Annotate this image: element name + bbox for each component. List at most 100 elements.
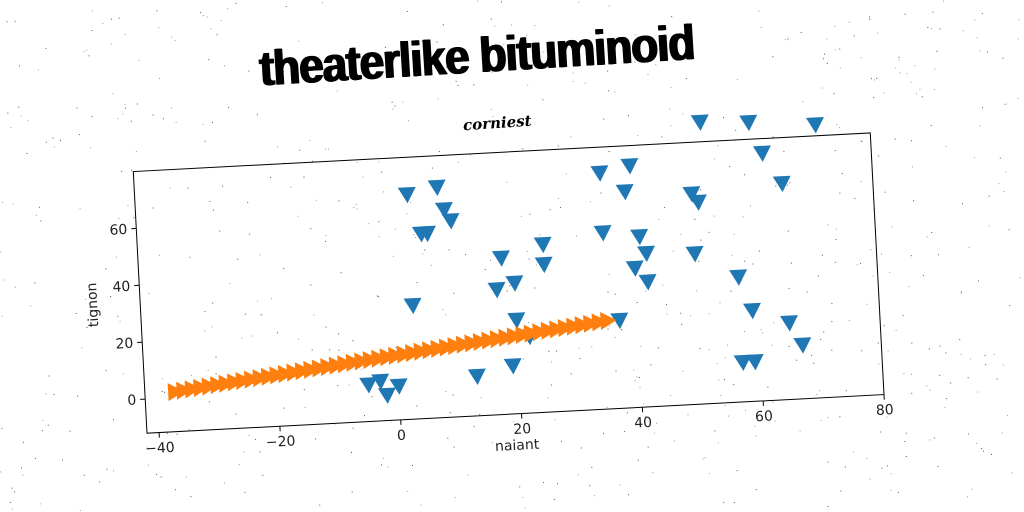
scatter-point-blue xyxy=(690,114,709,131)
y-tick-label: 0 xyxy=(127,393,137,409)
scatter-point-orange xyxy=(286,363,303,382)
scatter-point-orange xyxy=(235,372,252,390)
scatter-point-orange xyxy=(320,358,337,377)
scatter-point-blue xyxy=(779,315,798,332)
scatter-point-orange xyxy=(455,335,473,354)
scatter-point-blue xyxy=(371,373,390,391)
x-axis: −40 −20 0 20 40 60 80 xyxy=(145,394,895,458)
scatter-point-blue xyxy=(397,186,416,204)
scatter-point-orange xyxy=(549,320,566,339)
scatter-point-orange xyxy=(260,367,278,386)
scatter-point-orange xyxy=(489,330,507,349)
scatter-point-blue xyxy=(534,256,553,274)
scatter-point-orange xyxy=(337,355,354,374)
scatter-point-blue xyxy=(805,116,824,134)
x-tick-label: 60 xyxy=(755,408,774,425)
scatter-point-orange xyxy=(464,334,481,353)
scatter-point-blue xyxy=(377,387,396,404)
scatter-point-orange xyxy=(422,341,439,360)
scatter-point-blue xyxy=(637,245,656,263)
scatter-point-orange xyxy=(243,370,261,389)
scatter-point-blue xyxy=(630,228,649,246)
x-tick-label: −20 xyxy=(266,433,296,451)
scatter-point-blue xyxy=(417,225,436,243)
scatter-point-orange xyxy=(379,348,397,367)
y-axis-label: tignon xyxy=(84,282,102,327)
scatter-point-blue xyxy=(745,353,764,371)
scatter-point-blue xyxy=(403,297,422,315)
scatter-point-blue xyxy=(593,225,612,242)
scatter-point-orange xyxy=(176,381,193,400)
scatter-point-orange xyxy=(193,378,210,397)
scatter-point-orange xyxy=(210,376,227,395)
scatter-point-orange xyxy=(447,337,464,356)
scatter-point-orange xyxy=(472,332,490,351)
scatter-point-orange xyxy=(269,366,286,385)
scatter-point-orange xyxy=(303,360,320,379)
scatter-point-blue xyxy=(441,213,460,230)
scatter-point-orange xyxy=(523,324,541,343)
x-axis-label: naiant xyxy=(495,437,541,455)
scatter-point-orange xyxy=(167,383,185,402)
scatter-point-orange xyxy=(540,321,558,340)
scatter-point-blue xyxy=(625,260,644,277)
scatter-point-blue xyxy=(752,145,771,162)
scatter-point-orange xyxy=(227,373,244,392)
scatter-point-blue xyxy=(739,114,758,132)
scatter-point-orange xyxy=(371,349,388,368)
scatter-point-orange xyxy=(388,346,405,365)
scatter-point-blue xyxy=(389,378,408,395)
scatter-point-orange xyxy=(184,380,202,399)
chart-marks xyxy=(167,114,824,404)
scatter-point-blue xyxy=(487,281,506,299)
scatter-point-orange xyxy=(362,351,380,370)
scatter-point-orange xyxy=(532,323,549,342)
scatter-point-blue xyxy=(682,186,701,203)
scatter-point-orange xyxy=(405,344,422,363)
scatter-point-orange xyxy=(600,312,617,331)
scatter-point-orange xyxy=(566,317,583,336)
scatter-point-blue xyxy=(503,358,522,375)
scatter-point-blue xyxy=(533,236,552,254)
scatter-point-orange xyxy=(354,352,371,371)
scatter-point-blue xyxy=(793,337,812,354)
scatter-point-orange xyxy=(515,325,532,344)
scatter-point-blue xyxy=(467,368,486,385)
scatter-point-blue xyxy=(729,269,748,286)
scatter-point-orange xyxy=(557,319,575,337)
scatter-point-orange xyxy=(294,362,312,381)
plot-frame xyxy=(132,132,885,434)
scatter-point-orange xyxy=(413,342,430,361)
scatter-point-orange xyxy=(311,359,329,378)
scatter-point-blue xyxy=(434,201,453,219)
x-tick-label: 0 xyxy=(397,428,407,444)
scatter-point-orange xyxy=(506,327,524,346)
scatter-point-orange xyxy=(438,338,456,357)
scatter-point-orange xyxy=(481,331,498,350)
scatter-point-blue xyxy=(507,312,526,329)
y-tick-label: 40 xyxy=(112,279,131,296)
x-tick-label: −40 xyxy=(145,440,175,458)
scatter-point-orange xyxy=(583,314,600,333)
scatter-point-blue xyxy=(610,312,629,330)
x-tick-label: 80 xyxy=(876,402,895,419)
x-tick-label: 20 xyxy=(513,421,532,438)
scatter-point-orange xyxy=(396,345,414,364)
scatter-point-orange xyxy=(574,316,592,335)
scatter-point-blue xyxy=(685,245,704,263)
scatter-point-orange xyxy=(201,377,219,396)
y-axis: 0 20 40 60 xyxy=(109,222,146,409)
scatter-point-blue xyxy=(743,302,761,320)
scatter-point-blue xyxy=(615,183,634,201)
scatter-point-blue xyxy=(505,275,524,292)
y-tick-label: 20 xyxy=(115,336,134,353)
x-tick-label: 40 xyxy=(634,415,653,432)
scatter-point-orange xyxy=(218,374,235,393)
scatter-point-orange xyxy=(591,313,609,332)
scatter-point-blue xyxy=(359,377,378,394)
y-tick-label: 60 xyxy=(109,222,128,239)
scatter-point-orange xyxy=(328,356,346,375)
scatter-point-blue xyxy=(427,179,446,196)
scatter-point-orange xyxy=(277,365,295,384)
